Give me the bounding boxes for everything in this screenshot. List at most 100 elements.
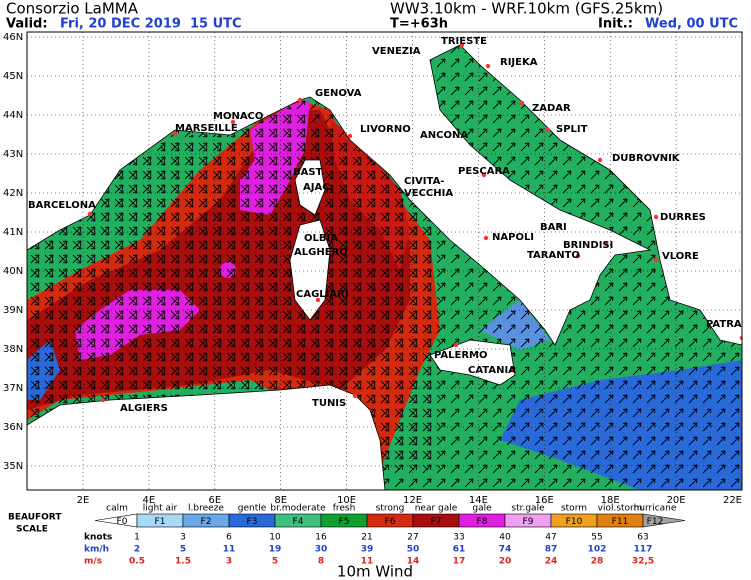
city-label: GENOVA <box>315 88 362 99</box>
scale-value: 1 <box>134 533 140 543</box>
unit-label: km/h <box>84 545 109 555</box>
scale-value: 47 <box>545 533 556 543</box>
scale-value: 40 <box>499 533 511 543</box>
force-label: F2 <box>201 517 212 527</box>
lat-label: 42N <box>3 188 23 199</box>
city-label: PESCARA <box>458 166 510 177</box>
scale-value: 27 <box>407 533 418 543</box>
scale-value: 11 <box>361 557 374 567</box>
lon-label: 8E <box>274 495 287 506</box>
city-label: MONACO <box>213 111 263 122</box>
city-dot <box>557 223 563 229</box>
scale-value: 102 <box>588 545 607 555</box>
scale-value: 61 <box>453 545 466 555</box>
city-label: BARI <box>540 222 567 233</box>
city-dot <box>481 172 487 178</box>
scale-value: 30 <box>315 545 328 555</box>
title: Consorzio LaMMA <box>6 0 139 18</box>
scale-value: 14 <box>407 557 420 567</box>
city-label: NAPOLI <box>492 232 534 243</box>
scale-value: 55 <box>591 533 602 543</box>
scale-value: 33 <box>453 533 464 543</box>
lon-label: 10E <box>337 495 356 506</box>
scale-value: 16 <box>315 533 327 543</box>
city-label: ZADAR <box>532 103 571 114</box>
valid-time: Fri, 20 DEC 2019 15 UTC <box>60 17 242 32</box>
city-dot <box>739 335 742 341</box>
scale-value: 74 <box>499 545 512 555</box>
scale-value: 87 <box>545 545 558 555</box>
city-label: ALGHERO <box>294 247 348 258</box>
scale-value: 5 <box>272 557 278 567</box>
valid-label: Valid: <box>6 17 48 32</box>
class-label: light air <box>143 504 178 514</box>
city-label: ANCONA <box>420 130 468 141</box>
city-label: BRINDISI <box>563 240 613 251</box>
city-dot <box>347 133 353 139</box>
city-dot <box>315 297 321 303</box>
force-label: F3 <box>247 517 258 527</box>
lon-label: 18E <box>601 495 620 506</box>
lead-time: T=+63h <box>390 17 448 32</box>
city-dot <box>172 131 178 137</box>
land-sicily <box>429 339 516 386</box>
city-dot <box>545 127 551 133</box>
scale-value: 32,5 <box>632 557 654 567</box>
force-label: F8 <box>477 517 488 527</box>
city-label: VLORE <box>662 251 699 262</box>
scale-value: 20 <box>499 557 512 567</box>
city-label: RIJEKA <box>500 57 538 68</box>
legend: BEAUFORT SCALE F0 calm F1 light air F2 l.breeze… <box>8 504 686 567</box>
scale-value: 0.5 <box>129 557 145 567</box>
city-label: BAST. <box>293 167 325 178</box>
scale-value: 21 <box>361 533 372 543</box>
city-label: AJAC. <box>303 182 333 193</box>
lon-label: 2E <box>77 495 90 506</box>
city-label: DUBROVNIK <box>612 153 681 164</box>
city-label: SPLIT <box>556 124 588 135</box>
city-dot <box>483 235 489 241</box>
lat-label: 37N <box>3 383 23 394</box>
force-label: F0 <box>117 517 128 527</box>
lon-label: 6E <box>208 495 221 506</box>
lat-label: 39N <box>3 305 23 316</box>
city-dot <box>230 119 236 125</box>
city-dot <box>459 42 465 48</box>
legend-title: BEAUFORT <box>8 513 62 523</box>
scale-value: 10 <box>269 533 281 543</box>
force-label: F7 <box>431 517 442 527</box>
lat-label: 44N <box>3 110 23 121</box>
lon-label: 4E <box>143 495 156 506</box>
scale-value: 24 <box>545 557 558 567</box>
city-label: OLBIA <box>304 233 338 244</box>
scale-value: 5 <box>180 545 186 555</box>
lat-label: 41N <box>3 227 23 238</box>
city-label: PALERMO <box>434 350 488 361</box>
class-label: hurricane <box>634 504 677 514</box>
scale-value: 1.5 <box>175 557 191 567</box>
city-label: TARANTO <box>527 250 580 261</box>
scale-value: 39 <box>361 545 374 555</box>
city-label: BARCELONA <box>28 200 96 211</box>
map-frame <box>26 31 743 491</box>
force-label: F4 <box>293 517 304 527</box>
city-dot <box>352 393 358 399</box>
unit-label: m/s <box>84 557 102 567</box>
force-label: F11 <box>612 517 629 527</box>
lat-label: 43N <box>3 149 23 160</box>
force-label: F10 <box>566 517 583 527</box>
force-label: F6 <box>385 517 396 527</box>
class-label: viol.storm <box>598 504 643 514</box>
unit-label: knots <box>84 533 112 543</box>
city-label: VECCHIA <box>404 188 453 199</box>
city-label: CAGLIARI <box>296 289 349 300</box>
city-label: VENEZIA <box>372 46 421 57</box>
lon-label: 14E <box>469 495 488 506</box>
city-label: CIVITA- <box>404 176 444 187</box>
init-label: Init.: <box>598 17 633 32</box>
city-dot <box>653 257 659 263</box>
scale-value: 2 <box>134 545 140 555</box>
scale-value: 63 <box>637 533 648 543</box>
city-dot <box>509 367 515 373</box>
